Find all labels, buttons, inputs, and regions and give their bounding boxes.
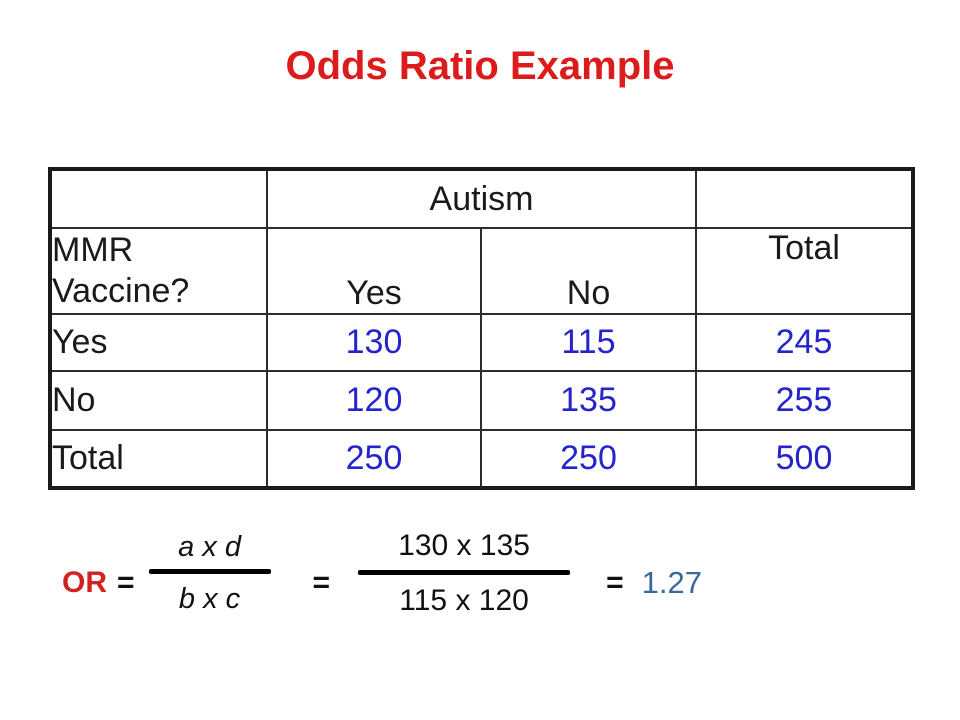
equals-sign-2: = [312, 565, 331, 599]
cell-total-no: 250 [479, 429, 698, 489]
row-label-yes: Yes [49, 313, 268, 372]
table-row-group-header: Autism [49, 168, 915, 229]
fraction-bar-numeric [358, 570, 571, 575]
table-row-yes: Yes 130 115 245 [49, 313, 915, 372]
autism-group-header: Autism [265, 168, 698, 229]
odds-ratio-result: 1.27 [641, 564, 702, 600]
col-header-total: Total [695, 227, 915, 315]
fraction-bar-symbolic [148, 569, 271, 574]
cell-no-yes: 120 [266, 370, 482, 431]
row-label-total: Total [49, 429, 268, 489]
equals-sign-1: = [117, 565, 135, 599]
row-label-no: No [49, 370, 268, 431]
numeric-fraction: 130 x 135 115 x 120 [358, 529, 571, 618]
equals-sign-3: = [606, 565, 624, 599]
cell-yes-yes: 130 [266, 313, 482, 372]
symbolic-numerator: a x d [178, 531, 241, 563]
table-row-no: No 120 135 255 [49, 370, 915, 431]
numeric-numerator: 130 x 135 [398, 529, 530, 562]
table-row-column-headers: MMR Vaccine? Yes No Total [49, 227, 915, 315]
row-group-header: MMR Vaccine? [49, 227, 268, 315]
table-row-total: Total 250 250 500 [49, 429, 915, 489]
symbolic-denominator: b x c [178, 583, 241, 615]
numeric-denominator: 115 x 120 [399, 584, 529, 617]
corner-cell-right [695, 168, 915, 229]
corner-cell-left [49, 168, 268, 229]
cell-total-total: 500 [695, 429, 915, 489]
cell-no-total: 255 [695, 370, 915, 431]
cell-yes-total: 245 [695, 313, 915, 372]
cell-total-yes: 250 [266, 429, 482, 489]
cell-no-no: 135 [479, 370, 698, 431]
symbolic-fraction: a x d b x c [148, 531, 271, 616]
odds-ratio-formula: OR = a x d b x c = 130 x 135 115 x 120 =… [62, 529, 702, 618]
page-title: Odds Ratio Example [285, 44, 675, 88]
col-header-yes: Yes [266, 227, 482, 315]
contingency-table: Autism MMR Vaccine? Yes No Total Yes 130… [48, 167, 916, 490]
cell-yes-no: 115 [479, 313, 698, 372]
or-label: OR [62, 565, 107, 599]
col-header-no: No [479, 227, 698, 315]
